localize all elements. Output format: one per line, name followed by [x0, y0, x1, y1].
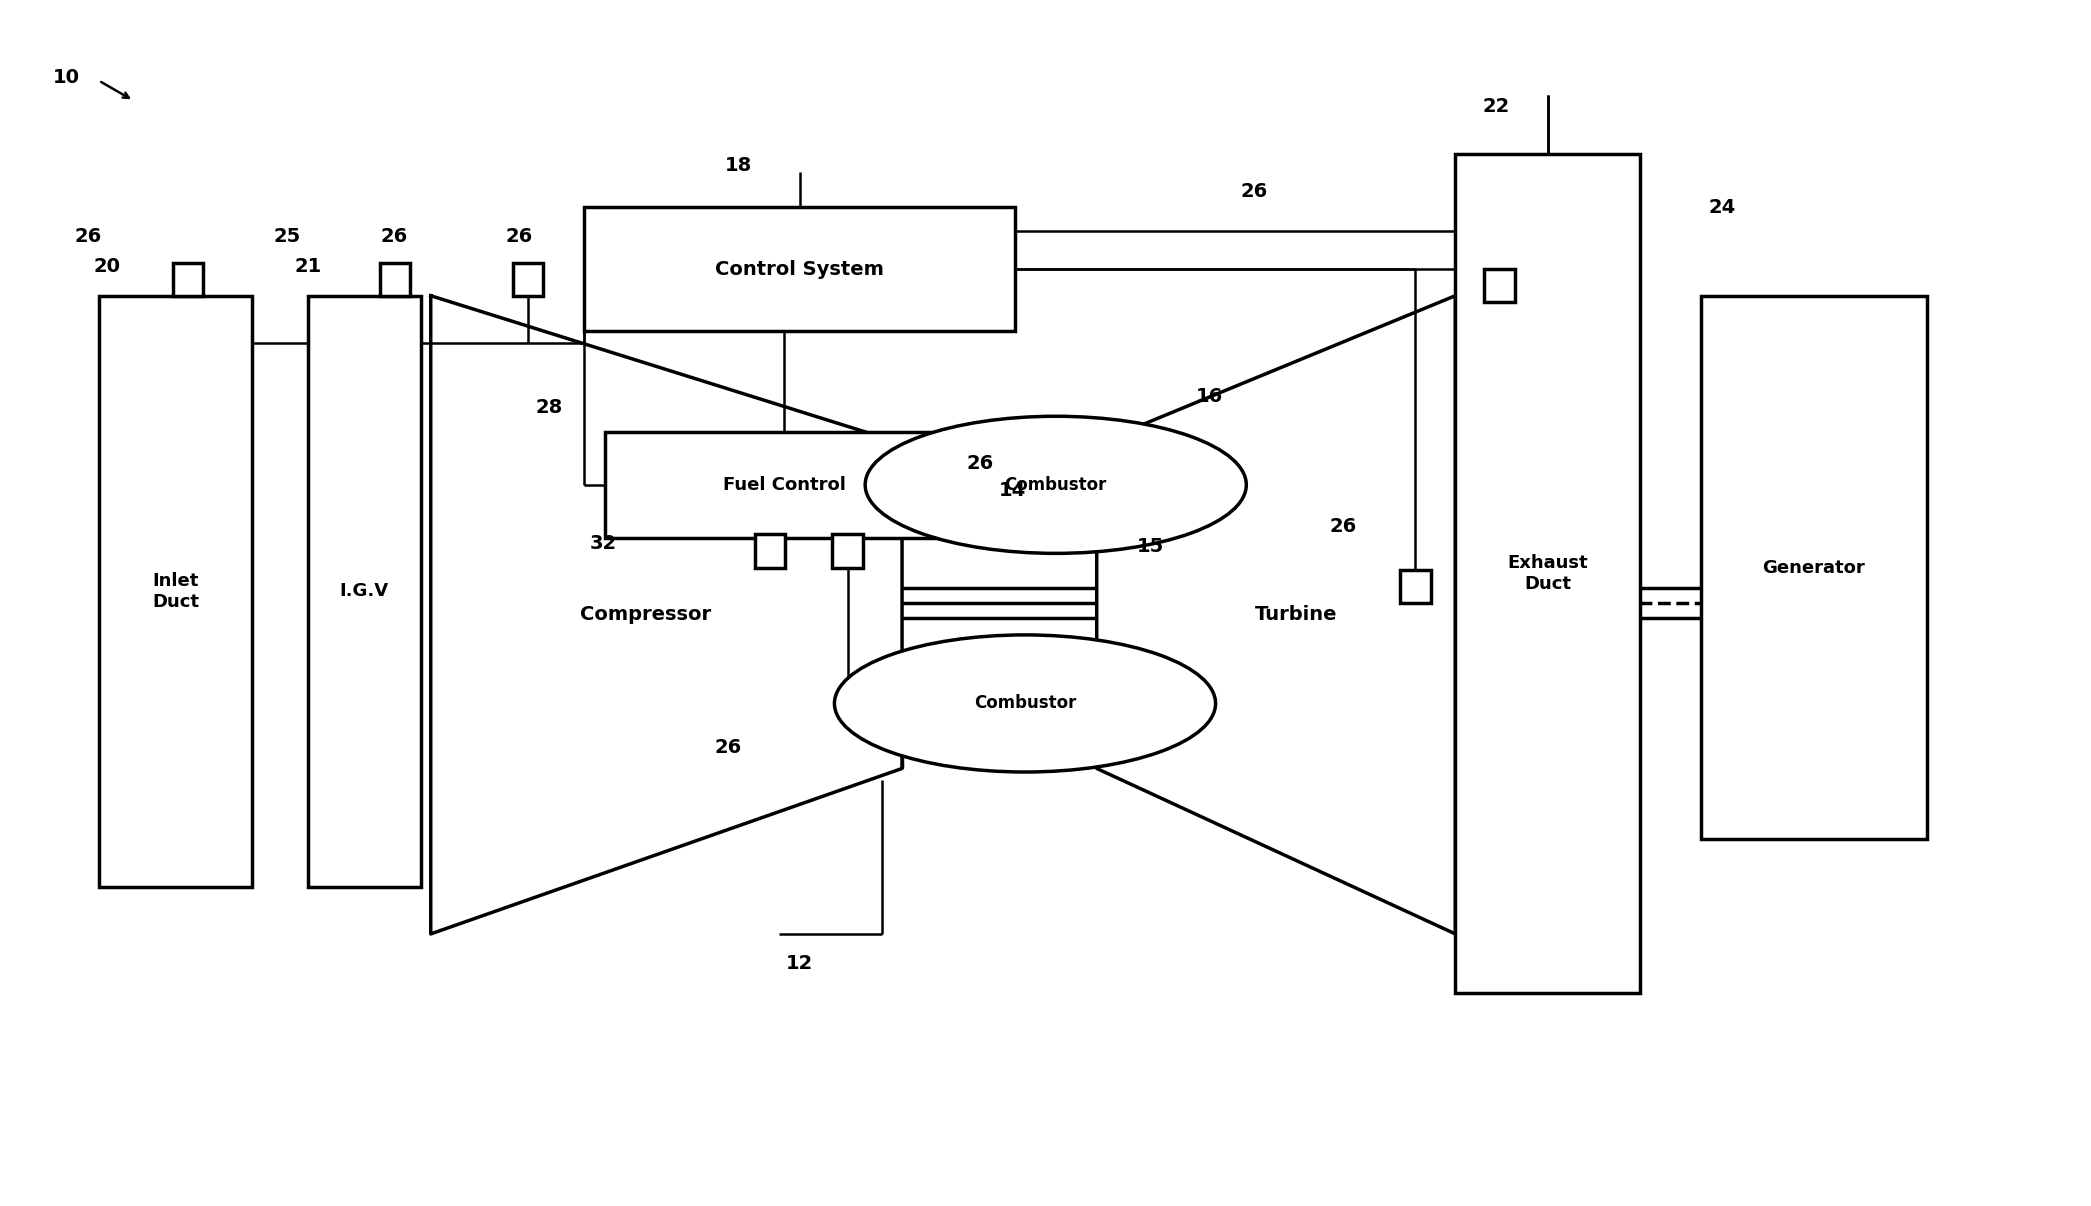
Text: 26: 26: [1240, 182, 1267, 201]
Text: 28: 28: [535, 398, 562, 417]
Text: 24: 24: [1708, 198, 1736, 217]
Text: 21: 21: [295, 257, 322, 276]
Bar: [1401, 570, 1430, 603]
Bar: [512, 263, 544, 295]
Text: 22: 22: [1483, 98, 1510, 116]
Text: Exhaust
Duct: Exhaust Duct: [1508, 554, 1587, 593]
Bar: [832, 534, 864, 568]
Text: 26: 26: [1330, 516, 1357, 535]
Text: 26: 26: [966, 453, 993, 473]
Bar: [174, 263, 203, 295]
Text: Generator: Generator: [1763, 558, 1865, 576]
Bar: [381, 263, 410, 295]
Text: Control System: Control System: [715, 259, 884, 279]
Text: Combustor: Combustor: [974, 695, 1077, 713]
Text: I.G.V: I.G.V: [339, 582, 389, 601]
Bar: [1485, 269, 1514, 302]
Bar: [307, 295, 420, 886]
Text: 12: 12: [786, 954, 813, 973]
Text: 26: 26: [75, 227, 102, 246]
Text: 26: 26: [381, 227, 408, 246]
Text: 20: 20: [94, 257, 121, 276]
Text: Compressor: Compressor: [581, 605, 711, 625]
Text: Turbine: Turbine: [1255, 605, 1338, 625]
Ellipse shape: [866, 416, 1246, 554]
Text: 26: 26: [715, 738, 742, 756]
Text: 25: 25: [274, 227, 301, 246]
Bar: [604, 432, 964, 538]
Bar: [585, 207, 1014, 332]
Text: 16: 16: [1196, 387, 1223, 405]
Text: 15: 15: [1135, 537, 1163, 556]
Text: 10: 10: [52, 68, 79, 87]
Text: 32: 32: [590, 534, 617, 554]
Text: Inlet
Duct: Inlet Duct: [153, 572, 199, 610]
Text: Combustor: Combustor: [1004, 476, 1106, 493]
Ellipse shape: [834, 634, 1215, 772]
Bar: [1455, 154, 1639, 993]
Bar: [755, 534, 786, 568]
Text: 26: 26: [506, 227, 533, 246]
Text: 18: 18: [723, 157, 753, 175]
Text: 14: 14: [999, 481, 1027, 500]
Text: Fuel Control: Fuel Control: [723, 476, 845, 493]
Bar: [98, 295, 253, 886]
Bar: [1702, 295, 1926, 839]
